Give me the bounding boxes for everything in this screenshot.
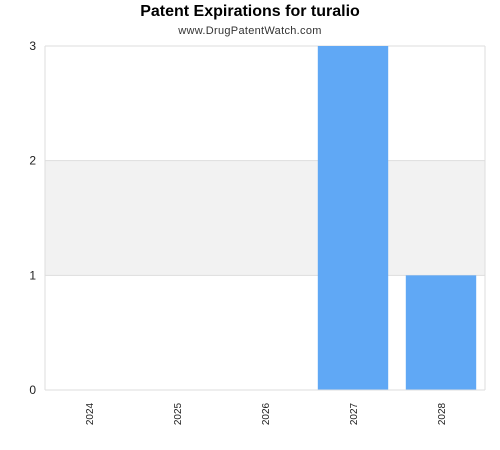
x-tick-label: 2024	[85, 402, 96, 425]
y-tick-label: 1	[29, 268, 36, 282]
bar-2027	[318, 46, 388, 390]
x-tick-label: 2027	[349, 402, 360, 425]
y-tick-label: 2	[29, 154, 36, 168]
x-tick-label: 2028	[437, 402, 448, 425]
x-tick-label: 2025	[173, 402, 184, 425]
bar-2028	[406, 275, 476, 390]
x-axis-ticks: 2024 2025 2026 2027 2028	[85, 402, 448, 425]
background-bands	[45, 161, 485, 276]
x-tick-label: 2026	[261, 402, 272, 425]
band-1	[45, 161, 485, 276]
y-tick-label: 3	[29, 39, 36, 53]
y-tick-label: 0	[29, 383, 36, 397]
y-axis-ticks: 0 1 2 3	[29, 39, 36, 397]
